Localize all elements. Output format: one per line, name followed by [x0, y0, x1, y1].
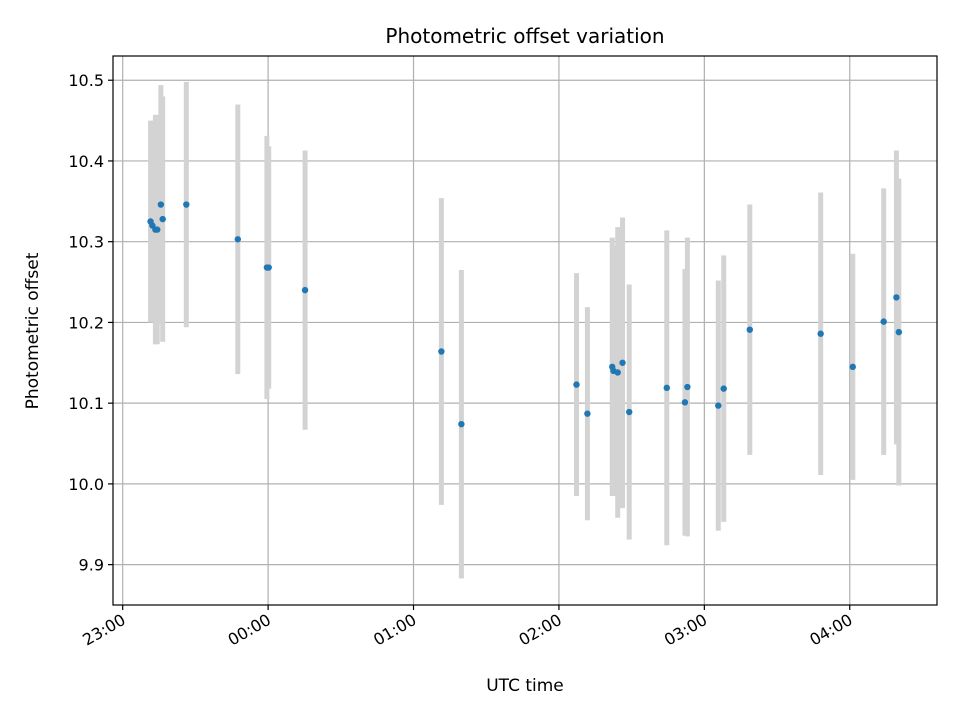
y-tick-label: 10.0: [68, 475, 104, 494]
x-axis-title: UTC time: [486, 676, 564, 696]
y-axis-ticks: 9.9 10.0 10.1 10.2 10.3 10.4 10.5: [68, 71, 113, 575]
data-point: [301, 286, 309, 294]
data-point: [234, 236, 242, 243]
data-point: [159, 215, 166, 223]
y-tick-label: 10.3: [68, 233, 104, 252]
y-tick-label: 9.9: [79, 556, 104, 575]
plot-background: [113, 56, 937, 605]
data-point: [720, 385, 727, 392]
data-point: [157, 201, 165, 208]
data-point: [893, 294, 900, 301]
data-point: [895, 328, 903, 336]
y-axis-title: Photometric offset: [23, 252, 43, 409]
data-point: [817, 330, 824, 337]
data-point: [663, 384, 670, 392]
y-tick-label: 10.1: [68, 394, 104, 413]
data-point: [584, 410, 591, 417]
data-point: [438, 348, 445, 355]
data-point: [684, 383, 691, 391]
y-tick-label: 10.2: [68, 313, 104, 332]
data-point: [265, 264, 272, 271]
data-point: [746, 326, 753, 333]
data-point: [154, 226, 161, 233]
data-point: [619, 359, 626, 366]
data-point: [715, 402, 722, 409]
data-point: [681, 399, 689, 406]
y-tick-label: 10.5: [68, 71, 104, 90]
grid: [113, 56, 937, 605]
data-point: [626, 408, 633, 416]
data-point: [880, 318, 887, 325]
plot-frame: [112, 55, 938, 606]
data-point: [614, 369, 621, 376]
data-point: [849, 363, 856, 371]
data-point: [183, 201, 190, 208]
data-point: [573, 381, 580, 388]
y-tick-label: 10.4: [68, 152, 104, 171]
chart-title: Photometric offset variation: [385, 24, 664, 48]
data-points: [147, 201, 903, 428]
data-point: [458, 420, 465, 428]
